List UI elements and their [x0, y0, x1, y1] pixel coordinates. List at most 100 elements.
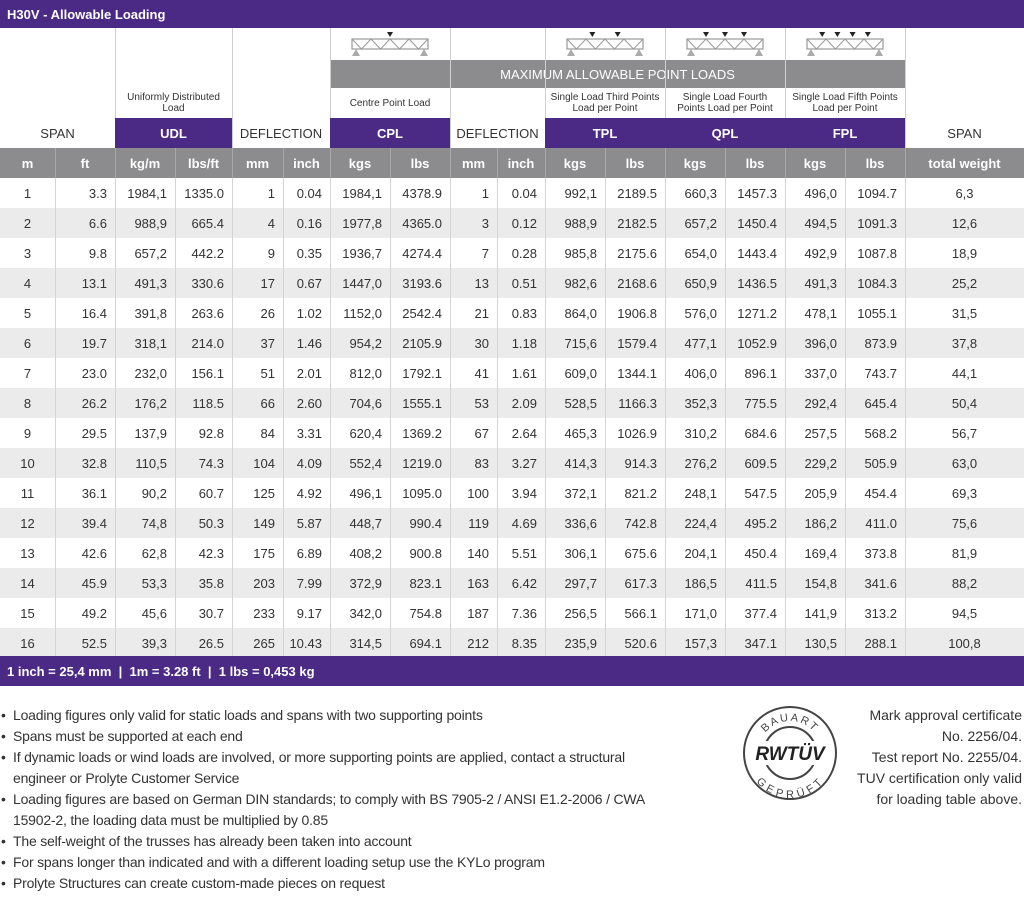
table-cell: 23.0 [81, 365, 107, 381]
table-cell: 1152,0 [343, 305, 382, 321]
table-cell: 39.4 [81, 515, 107, 531]
group-description: Centre Point Load [349, 97, 431, 109]
table-cell: 292,4 [804, 395, 837, 411]
table-cell: 704,6 [349, 395, 382, 411]
header-separator [330, 28, 331, 148]
table-cell: 66 [260, 395, 275, 411]
column-separator [665, 178, 666, 658]
table-cell: 75,6 [951, 515, 978, 531]
table-cell: 15 [20, 605, 35, 621]
group-label: SPAN [947, 125, 982, 141]
unit-separator [115, 148, 116, 178]
table-cell: 2175.6 [617, 245, 657, 261]
table-cell: 1087.8 [857, 245, 897, 261]
table-cell: 214.0 [191, 335, 224, 351]
note: Prolyte Structures can create custom-mad… [1, 873, 663, 894]
table-cell: 1052.9 [737, 335, 777, 351]
table-cell: 13 [474, 275, 489, 291]
table-cell: 53,3 [141, 575, 167, 591]
table-cell: 491,3 [134, 275, 167, 291]
table-cell: 17 [260, 275, 275, 291]
unit-label: m [21, 155, 34, 171]
table-cell: 1344.1 [617, 365, 657, 381]
notes: Loading figures only valid for static lo… [0, 705, 663, 894]
column-separator [232, 178, 233, 658]
unit-separator [283, 148, 284, 178]
unit-separator [905, 148, 906, 178]
table-cell: 187 [467, 605, 489, 621]
table-cell: 864,0 [564, 305, 597, 321]
table-cell: 5.87 [296, 515, 322, 531]
unit-label: lbs [625, 155, 645, 171]
group-label: TPL [545, 118, 665, 148]
table-cell: 675.6 [624, 545, 657, 561]
title: H30V - Allowable Loading [7, 6, 166, 22]
table-cell: 90,2 [141, 485, 167, 501]
group-label: DEFLECTION [456, 125, 539, 141]
column-separator [55, 178, 56, 658]
unit-label: mm [461, 155, 486, 171]
table-cell: 37 [260, 335, 275, 351]
table-cell: 84 [260, 425, 275, 441]
table-cell: 337,0 [804, 365, 837, 381]
table-cell: 684.6 [744, 425, 777, 441]
table-cell: 372,1 [564, 485, 597, 501]
table-cell: 2105.9 [402, 335, 442, 351]
table-cell: 12,6 [951, 215, 978, 231]
certificate-line: No. 2256/04. [941, 728, 1022, 744]
table-row [0, 538, 1024, 568]
table-cell: 450.4 [744, 545, 777, 561]
table-cell: 645.4 [864, 395, 897, 411]
table-cell: 715,6 [564, 335, 597, 351]
table-row [0, 568, 1024, 598]
table-cell: 821.2 [624, 485, 657, 501]
table-cell: 3 [23, 245, 32, 261]
unit-label: kgs [348, 155, 372, 171]
certificate-line: TUV certification only valid [857, 770, 1022, 786]
table-cell: 140 [467, 545, 489, 561]
table-cell: 6.89 [296, 545, 322, 561]
unit-label: lbs/ft [187, 155, 220, 171]
table-cell: 5.51 [511, 545, 537, 561]
table-cell: 42.6 [81, 545, 107, 561]
table-cell: 0.28 [511, 245, 537, 261]
table-cell: 465,3 [564, 425, 597, 441]
unit-separator [497, 148, 498, 178]
table-cell: 657,2 [684, 215, 717, 231]
table-cell: 45.9 [81, 575, 107, 591]
table-cell: 8 [23, 395, 32, 411]
table-cell: 8.35 [511, 635, 537, 651]
table-cell: 4378.9 [402, 185, 442, 201]
table-cell: 1271.2 [737, 305, 777, 321]
table-cell: 176,2 [134, 395, 167, 411]
table-cell: 2.64 [511, 425, 537, 441]
unit-separator [390, 148, 391, 178]
group-label: SPAN [40, 125, 75, 141]
table-cell: 171,0 [684, 605, 717, 621]
table-cell: 2182.5 [617, 215, 657, 231]
table-cell: 988,9 [134, 215, 167, 231]
table-cell: 163 [467, 575, 489, 591]
logo: BAUART GEPRÜFT RWTÜV [743, 706, 837, 801]
table-cell: 7.36 [511, 605, 537, 621]
table-cell: 288.1 [864, 635, 897, 651]
table-cell: 4274.4 [402, 245, 442, 261]
table-cell: 1555.1 [402, 395, 442, 411]
table-row [0, 628, 1024, 658]
table-cell: 391,8 [134, 305, 167, 321]
table-cell: 41 [474, 365, 489, 381]
table-row [0, 448, 1024, 478]
table-cell: 0.51 [511, 275, 537, 291]
unit-label: lbs [745, 155, 765, 171]
table-cell: 609.5 [744, 455, 777, 471]
table-cell: 257,5 [804, 425, 837, 441]
table-cell: 1579.4 [617, 335, 657, 351]
table-cell: 1984,1 [127, 185, 167, 201]
table-cell: 44,1 [951, 365, 978, 381]
table-cell: 2189.5 [617, 185, 657, 201]
unit-separator [665, 148, 666, 178]
note: If dynamic loads or wind loads are invol… [1, 747, 663, 789]
table-cell: 1095.0 [402, 485, 442, 501]
table-cell: 491,3 [804, 275, 837, 291]
table-cell: 1457.3 [737, 185, 777, 201]
